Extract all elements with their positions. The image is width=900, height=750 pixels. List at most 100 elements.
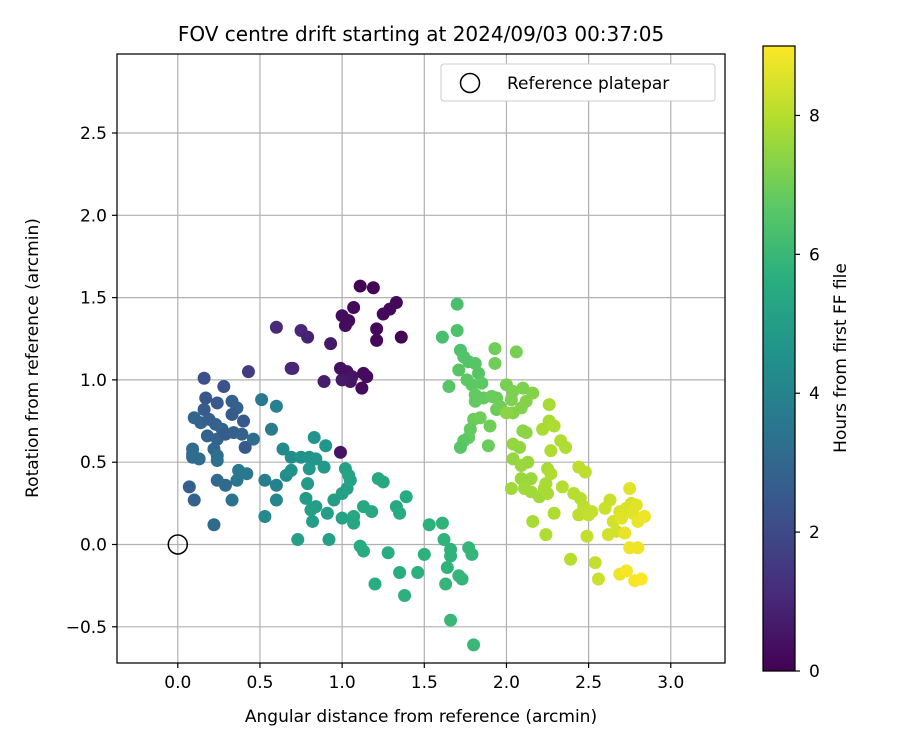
data-point xyxy=(637,510,651,524)
data-point xyxy=(376,475,390,489)
data-point xyxy=(544,444,558,458)
data-point xyxy=(631,541,645,555)
data-point xyxy=(306,514,320,528)
data-point xyxy=(591,572,605,586)
data-point xyxy=(444,549,458,563)
data-point xyxy=(450,297,464,311)
data-point xyxy=(301,330,315,344)
data-point xyxy=(333,445,347,459)
data-point xyxy=(516,381,530,395)
data-point xyxy=(422,518,436,532)
data-point xyxy=(504,393,518,407)
data-point xyxy=(210,454,224,468)
data-point xyxy=(509,345,523,359)
data-point xyxy=(442,379,456,393)
data-point xyxy=(450,324,464,338)
y-tick-label: 0.5 xyxy=(80,453,107,473)
x-tick-label: 2.5 xyxy=(575,673,602,693)
data-point xyxy=(317,460,331,474)
data-point xyxy=(394,330,408,344)
data-point xyxy=(217,379,231,393)
data-point xyxy=(381,546,395,560)
y-axis-ticks: −0.5 0.0 0.5 1.0 1.5 2.0 2.5 xyxy=(66,124,117,638)
data-point xyxy=(302,462,316,476)
data-point xyxy=(439,577,453,591)
data-point xyxy=(225,407,239,421)
data-point xyxy=(580,529,594,543)
x-tick-label: 0.5 xyxy=(246,673,273,693)
x-tick-label: 3.0 xyxy=(657,673,684,693)
data-point xyxy=(353,279,367,293)
data-point xyxy=(539,477,553,491)
data-point xyxy=(309,500,323,514)
grid-lines xyxy=(117,54,725,663)
data-point xyxy=(210,396,224,410)
data-point xyxy=(309,452,323,466)
y-tick-label: 1.5 xyxy=(80,289,107,309)
colorbar-tick-label: 8 xyxy=(809,106,820,126)
data-point xyxy=(218,478,232,492)
chart-title: FOV centre drift starting at 2024/09/03 … xyxy=(178,22,664,46)
data-point xyxy=(269,399,283,413)
data-point xyxy=(559,440,573,454)
data-point xyxy=(437,533,451,547)
data-point xyxy=(547,419,561,433)
x-axis-label: Angular distance from reference (arcmin) xyxy=(245,707,597,727)
data-point xyxy=(526,386,540,400)
data-point xyxy=(399,490,413,504)
plot-area: 0.0 0.5 1.0 1.5 2.0 2.5 3.0 −0.5 0.0 0.5 1.0 1.5 2.… xyxy=(66,53,726,693)
data-point xyxy=(488,342,502,356)
y-tick-label: 0.0 xyxy=(80,535,107,555)
data-point xyxy=(521,455,535,469)
data-point xyxy=(258,473,272,487)
data-point xyxy=(284,463,298,477)
colorbar-tick-label: 0 xyxy=(809,662,820,682)
data-point xyxy=(291,533,305,547)
data-point xyxy=(284,450,298,464)
data-point xyxy=(475,376,489,390)
data-point xyxy=(342,468,356,482)
data-point xyxy=(473,411,487,425)
data-point xyxy=(435,330,449,344)
data-point xyxy=(200,429,214,443)
data-point xyxy=(393,506,407,520)
data-point xyxy=(241,365,255,379)
x-tick-label: 2.0 xyxy=(493,673,520,693)
data-point xyxy=(365,505,379,519)
data-point xyxy=(623,482,637,496)
colorbar-label: Hours from first FF file xyxy=(831,263,851,453)
data-point xyxy=(235,427,249,441)
data-point xyxy=(335,511,349,525)
data-point xyxy=(614,511,628,525)
data-point xyxy=(564,552,578,566)
data-point xyxy=(370,333,384,347)
data-point xyxy=(440,561,454,575)
data-point xyxy=(368,577,382,591)
data-point xyxy=(230,473,244,487)
data-point xyxy=(199,391,213,405)
scatter-points xyxy=(182,279,651,652)
data-point xyxy=(542,398,556,412)
data-point xyxy=(301,477,315,491)
data-point xyxy=(370,322,384,336)
data-point xyxy=(347,300,361,314)
colorbar-ticks: 0 2 4 6 8 xyxy=(795,106,820,682)
data-point xyxy=(356,544,370,558)
data-point xyxy=(483,419,497,433)
colorbar-gradient xyxy=(762,45,796,672)
data-point xyxy=(481,439,495,453)
legend-label: Reference platepar xyxy=(507,74,669,94)
data-point xyxy=(255,393,269,407)
data-point xyxy=(619,564,633,578)
data-point xyxy=(634,572,648,586)
colorbar-tick-label: 4 xyxy=(809,384,820,404)
data-point xyxy=(398,589,412,603)
data-point xyxy=(342,314,356,328)
y-tick-label: 2.5 xyxy=(80,124,107,144)
data-point xyxy=(585,505,599,519)
data-point xyxy=(603,493,617,507)
data-point xyxy=(307,431,321,445)
data-point xyxy=(360,370,374,384)
data-point xyxy=(465,378,479,392)
